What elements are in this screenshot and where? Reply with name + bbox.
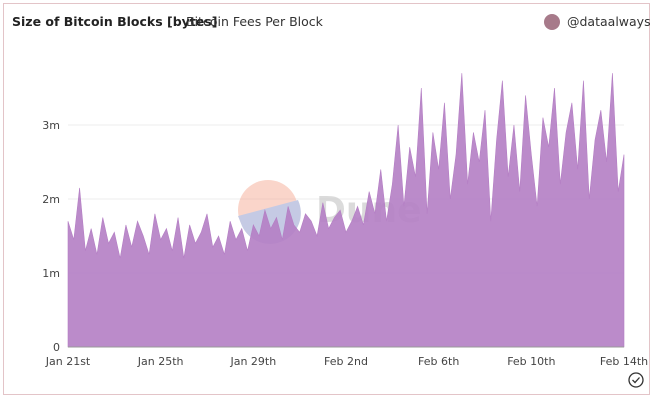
area <box>67 73 625 348</box>
x-tick-label: Feb 10th <box>507 355 555 368</box>
card: Size of Bitcoin Blocks [bytes] Bitcoin F… <box>3 3 651 395</box>
x-tick-label: Feb 6th <box>418 355 459 368</box>
x-tick-label: Jan 29th <box>229 355 276 368</box>
chart: Size of Bitcoin Blocks [bytes] Bitcoin F… <box>12 14 651 388</box>
chart-title: Size of Bitcoin Blocks [bytes] <box>12 14 217 29</box>
tab[interactable]: Bitcoin Fees Per Block <box>186 14 324 29</box>
author[interactable]: @dataalways <box>567 14 651 29</box>
x-tick-label: Feb 2nd <box>324 355 368 368</box>
x-tick-label: Feb 14th <box>600 355 648 368</box>
x-tick-label: Jan 25th <box>137 355 184 368</box>
y-tick-label: 1m <box>42 267 60 280</box>
avatar <box>544 14 560 30</box>
y-tick-label: 2m <box>42 193 60 206</box>
check-icon[interactable] <box>628 372 644 388</box>
x-tick-label: Jan 21st <box>45 355 91 368</box>
y-tick-label: 0 <box>53 341 60 354</box>
y-tick-label: 3m <box>42 119 60 132</box>
